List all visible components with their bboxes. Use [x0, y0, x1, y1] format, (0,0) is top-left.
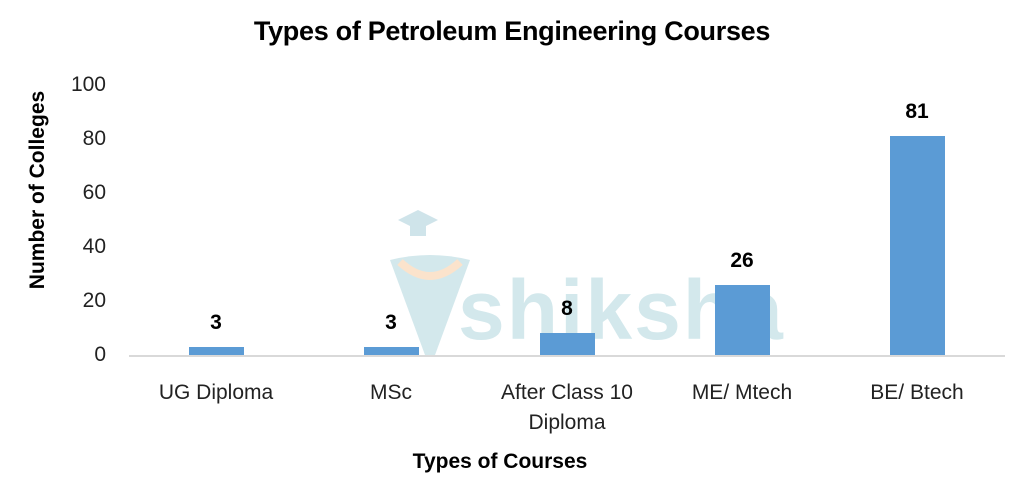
x-tick-line: Diploma	[528, 411, 606, 434]
bar	[715, 284, 770, 355]
x-tick-label: BE/ Btech	[832, 378, 1002, 408]
x-axis-line	[129, 355, 1005, 357]
bar	[540, 333, 595, 355]
x-tick-line: UG Diploma	[158, 381, 274, 404]
data-label: 3	[210, 310, 222, 334]
x-tick-label: ME/ Mtech	[657, 378, 827, 408]
data-label: 81	[905, 100, 929, 124]
y-tick-label: 20	[82, 289, 106, 312]
x-tick-label: UG Diploma	[131, 378, 301, 408]
bar	[364, 346, 419, 355]
bar	[890, 136, 945, 355]
y-tick-label: 40	[82, 235, 106, 258]
x-tick-line: BE/ Btech	[870, 381, 964, 404]
data-label: 8	[561, 297, 573, 321]
y-tick-label: 100	[70, 73, 106, 96]
x-axis-label: Types of Courses	[412, 450, 588, 473]
x-tick-label: After Class 10 Diploma	[482, 378, 652, 438]
x-tick-line: ME/ Mtech	[691, 381, 793, 404]
data-label: 3	[385, 310, 397, 334]
bar	[189, 346, 244, 355]
data-label: 26	[730, 248, 754, 272]
x-tick-line: MSc	[370, 381, 412, 404]
chart-title: Types of Petroleum Engineering Courses	[253, 16, 771, 46]
x-tick-label: MSc	[306, 378, 476, 408]
x-tick-line: After Class 10	[501, 381, 633, 404]
y-tick-label: 0	[94, 343, 106, 366]
y-tick-label: 60	[82, 181, 106, 204]
y-tick-label: 80	[82, 127, 106, 150]
